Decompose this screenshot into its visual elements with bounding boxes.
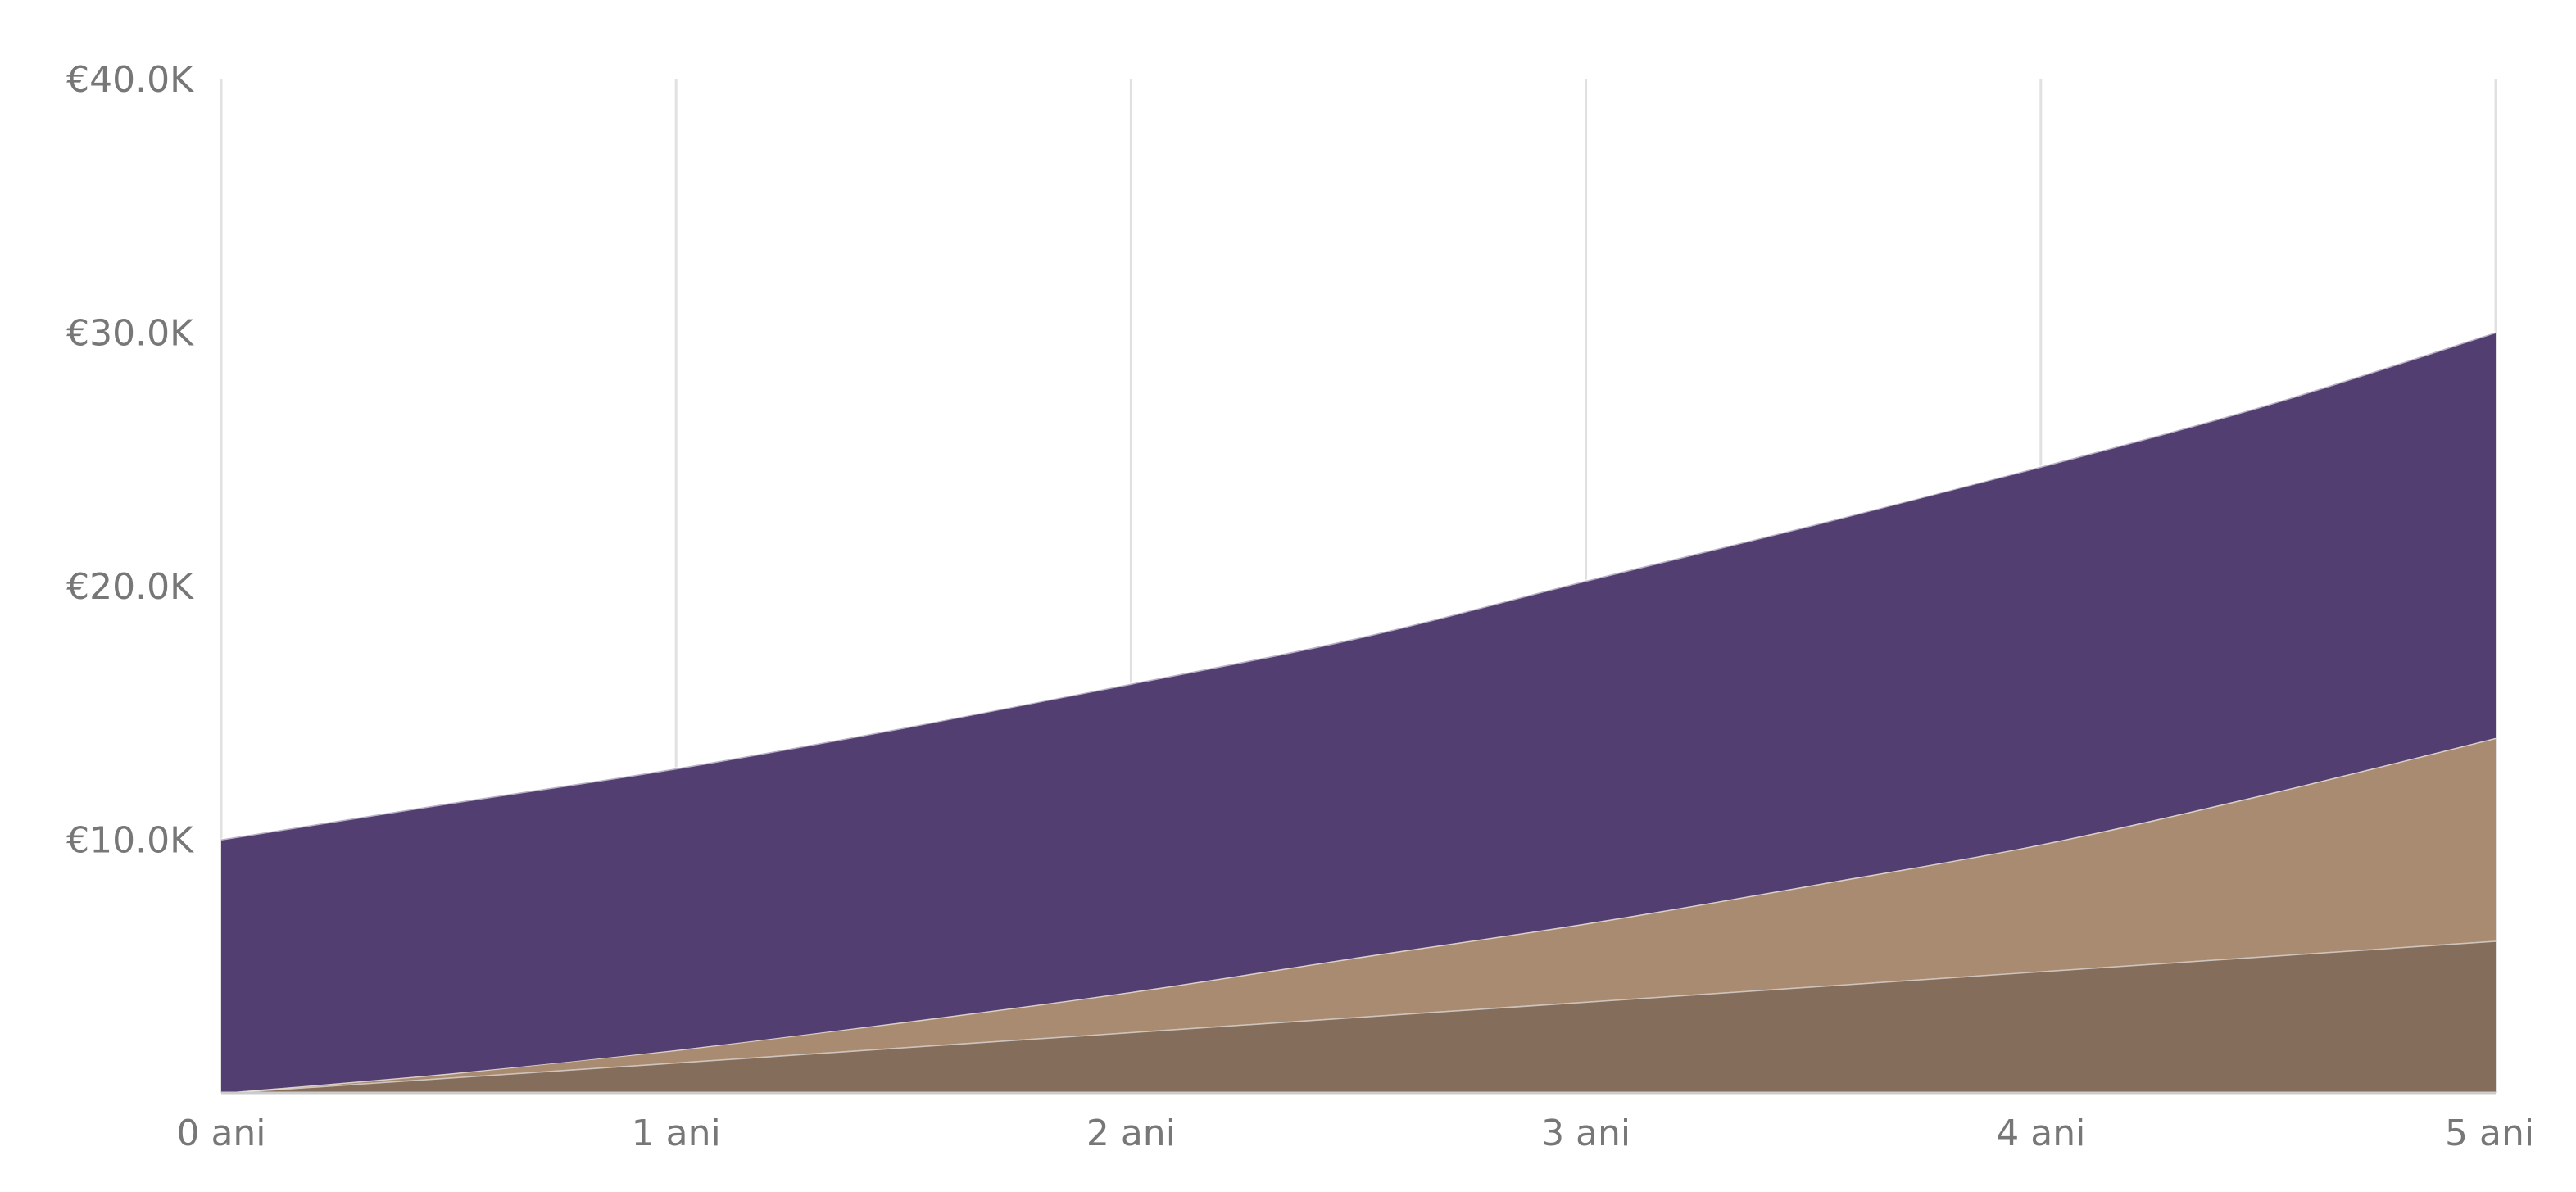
area-layer	[220, 331, 2497, 1095]
area-series-edge-2	[220, 331, 2497, 841]
y-tick-label: €40.0K	[66, 59, 194, 101]
y-tick-label: €10.0K	[66, 820, 194, 862]
x-tick-label: 5 ani	[2445, 1113, 2534, 1154]
y-tick-label: €30.0K	[66, 313, 194, 355]
x-tick-label: 0 ani	[176, 1113, 265, 1154]
area-series-1	[221, 737, 2496, 1093]
area-series-2	[221, 332, 2496, 1093]
x-tick-label: 3 ani	[1541, 1113, 1630, 1154]
axis-layer: €10.0K €20.0K €30.0K €40.0K 0 ani 1 ani 2 ani 3…	[66, 59, 2534, 1154]
x-tick-label: 4 ani	[1996, 1113, 2085, 1154]
y-tick-label: €20.0K	[66, 566, 194, 608]
x-tick-label: 1 ani	[632, 1113, 721, 1154]
x-tick-label: 2 ani	[1086, 1113, 1176, 1154]
